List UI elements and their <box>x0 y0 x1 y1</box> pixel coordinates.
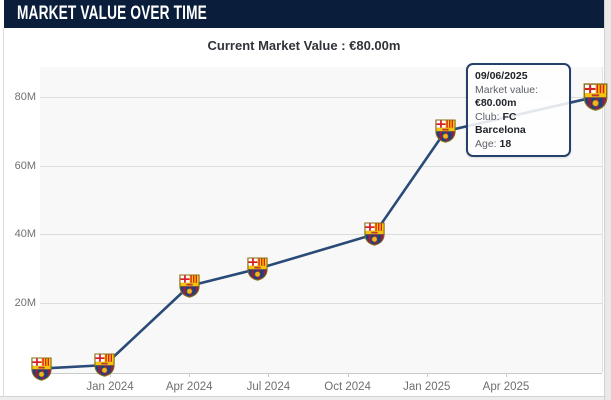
tooltip-row: Age: 18 <box>475 138 562 152</box>
tooltip-date: 09/06/2025 <box>475 70 528 82</box>
gridline-40M <box>40 234 602 236</box>
x-axis-line <box>40 373 602 374</box>
x-axis-tick <box>268 373 270 377</box>
tooltip: 09/06/2025 Market value: €80.00m Club: FC… <box>466 63 571 157</box>
widget-left-border <box>3 28 4 397</box>
data-point-fc-barcelona-crest-icon[interactable] <box>94 353 115 377</box>
current-market-value-subtitle: Current Market Value : €80.00m <box>207 38 401 53</box>
widget-bottom-border <box>0 396 604 400</box>
tooltip-row-value: €80.00m <box>475 97 517 109</box>
tooltip-row-label: Market value: <box>475 83 539 96</box>
x-axis-tick <box>347 373 349 377</box>
page-title: MARKET VALUE OVER TIME <box>17 3 207 24</box>
x-axis-tick <box>426 373 428 377</box>
tooltip-row-value: 18 <box>499 137 512 150</box>
data-point-fc-barcelona-crest-icon[interactable] <box>31 357 52 381</box>
y-axis-label: 80M <box>14 90 36 103</box>
data-point-fc-barcelona-crest-icon[interactable] <box>247 257 268 281</box>
header-bar: MARKET VALUE OVER TIME <box>4 0 604 28</box>
y-axis-label: 60M <box>14 159 36 172</box>
gridline-20M <box>40 303 602 305</box>
gridline-60M <box>40 165 602 167</box>
x-axis-tick <box>506 373 507 377</box>
data-point-fc-barcelona-crest-icon[interactable] <box>179 274 200 298</box>
x-axis-label: Apr 2024 <box>165 381 213 393</box>
data-point-fc-barcelona-crest-icon[interactable] <box>435 119 456 143</box>
x-axis-label: Oct 2024 <box>324 381 371 393</box>
page-background-strip <box>604 0 611 400</box>
y-axis-label: 20M <box>14 297 36 310</box>
data-point-fc-barcelona-crest-icon[interactable] <box>583 83 608 111</box>
x-axis-tick <box>189 373 191 377</box>
tooltip-row-label: Club: <box>475 110 503 123</box>
x-axis-label: Apr 2025 <box>482 381 530 393</box>
tooltip-row-value: FC Barcelona <box>475 110 526 137</box>
data-point-fc-barcelona-crest-icon[interactable] <box>364 222 385 246</box>
tooltip-row: Club: FC Barcelona <box>475 111 562 138</box>
y-axis-label: 40M <box>14 228 36 241</box>
plot-right-edge <box>602 67 603 373</box>
tooltip-row-label: Age: <box>475 137 500 150</box>
x-axis-label: Jan 2024 <box>86 381 134 393</box>
x-axis-label: Jan 2025 <box>403 381 451 393</box>
tooltip-rows: Market value: €80.00m Club: FC Barcelona A… <box>475 84 562 152</box>
x-axis-tick <box>110 373 111 377</box>
x-axis-label: Jul 2024 <box>246 381 291 393</box>
tooltip-row: Market value: €80.00m <box>475 84 562 111</box>
